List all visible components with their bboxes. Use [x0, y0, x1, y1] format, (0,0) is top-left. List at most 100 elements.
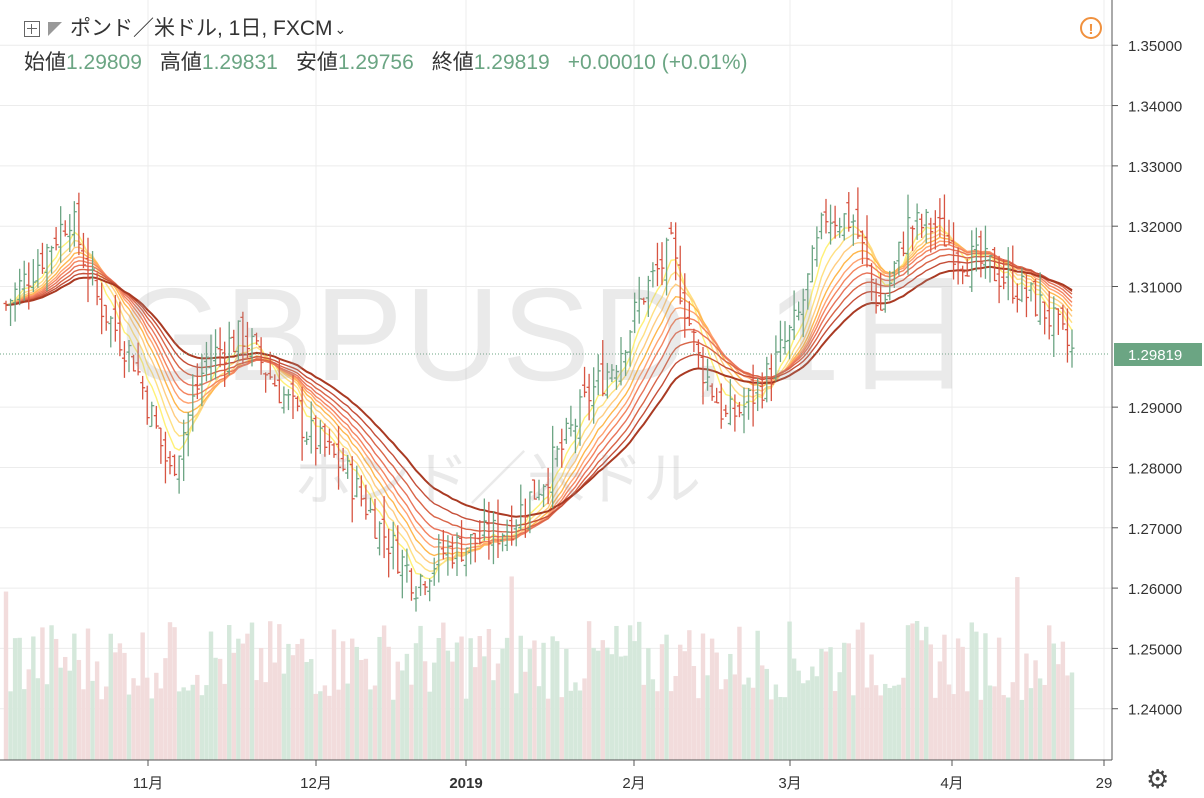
price-bar: [190, 374, 196, 432]
price-bar: [568, 405, 574, 437]
price-tick-label: 1.26000: [1128, 581, 1182, 598]
price-bar: [244, 321, 250, 359]
price-bar: [586, 373, 592, 421]
volume-bar: [404, 653, 410, 760]
price-bar: [203, 341, 209, 382]
price-bar: [932, 210, 938, 250]
volume-bar: [304, 662, 309, 760]
price-bar: [664, 237, 670, 296]
price-bar: [1060, 304, 1066, 330]
price-bar: [545, 467, 551, 505]
volume-bar: [40, 627, 45, 760]
price-tick-label: 1.33000: [1128, 159, 1182, 176]
volume-bars: [3, 576, 1075, 760]
volume-bar: [477, 636, 482, 760]
price-bar: [486, 501, 492, 560]
volume-bar: [186, 690, 191, 760]
price-bar: [973, 227, 979, 272]
volume-bar: [901, 677, 906, 760]
price-bar: [158, 427, 164, 464]
volume-bar: [545, 698, 551, 760]
price-bar: [267, 351, 273, 380]
volume-bar: [1006, 697, 1011, 760]
volume-bar: [586, 621, 592, 760]
price-bar: [887, 270, 893, 301]
volume-bar: [3, 591, 9, 760]
volume-bar: [732, 674, 738, 760]
price-bar: [172, 454, 178, 477]
volume-bar: [290, 655, 296, 760]
price-bar: [140, 375, 146, 400]
volume-bar: [418, 625, 423, 760]
price-bar: [741, 387, 747, 434]
ema-line: [5, 265, 1073, 518]
volume-bar: [878, 695, 883, 760]
price-bar: [1069, 329, 1075, 368]
volume-bar: [568, 690, 574, 760]
price-bar: [718, 383, 724, 429]
volume-bar: [787, 621, 792, 760]
volume-bar: [650, 679, 656, 760]
volume-bar: [764, 668, 769, 760]
price-bar: [399, 549, 405, 599]
volume-bar: [309, 659, 314, 760]
price-bar: [427, 578, 433, 602]
volume-bar: [72, 633, 77, 760]
volume-bar: [1042, 684, 1047, 760]
price-axis: 1.35000 1.34000 1.33000 1.32000 1.31000 1.290…: [1112, 38, 1182, 719]
volume-bar: [85, 628, 91, 760]
volume-bar: [236, 638, 241, 760]
time-tick-label: 12月: [300, 775, 332, 792]
price-bar: [768, 353, 774, 402]
volume-bar: [682, 651, 687, 760]
price-bar: [777, 320, 783, 363]
volume-bar: [969, 622, 974, 760]
volume-bar: [436, 638, 441, 760]
price-bar: [732, 394, 738, 432]
description-watermark: ポンド／米ドル: [295, 447, 702, 512]
price-bar: [764, 356, 770, 403]
volume-bar: [176, 691, 182, 760]
volume-bar: [664, 634, 669, 760]
volume-bar: [145, 677, 150, 760]
volume-bar: [377, 636, 382, 760]
price-tick-label: 1.27000: [1128, 521, 1182, 538]
warning-icon[interactable]: !: [1080, 17, 1102, 39]
price-bar: [8, 298, 14, 327]
volume-bar: [432, 662, 437, 760]
gear-icon[interactable]: ⚙: [1146, 764, 1170, 794]
price-tick-label: 1.28000: [1128, 460, 1182, 477]
symbol-flag-icon: [48, 22, 62, 37]
volume-bar: [249, 622, 255, 760]
chevron-down-icon[interactable]: ⌄: [334, 20, 347, 37]
volume-bar: [914, 620, 920, 760]
symbol-label[interactable]: ポンド／米ドル, 1日, FXCM: [70, 17, 333, 40]
volume-bar: [709, 638, 715, 760]
price-bar: [12, 282, 18, 322]
price-bar: [386, 528, 392, 578]
volume-bar: [213, 657, 218, 760]
price-bar: [431, 557, 437, 586]
volume-bar: [81, 689, 86, 760]
volume-bar: [12, 638, 18, 760]
volume-bar: [400, 670, 405, 760]
price-bar: [413, 586, 419, 612]
price-bar: [226, 321, 232, 376]
price-bar: [654, 242, 660, 287]
volume-bar: [992, 686, 997, 760]
volume-bar: [627, 625, 633, 760]
price-bar: [818, 212, 824, 240]
price-bar: [472, 532, 478, 563]
price-bar: [408, 568, 414, 601]
symbol-header[interactable]: ポンド／米ドル, 1日, FXCM ⌄: [24, 12, 346, 42]
volume-bar: [555, 641, 560, 760]
time-tick-label: 4月: [940, 775, 963, 792]
price-tick-label: 1.24000: [1128, 702, 1182, 719]
volume-bar: [340, 641, 346, 760]
compare-plus-icon[interactable]: [24, 21, 40, 38]
price-bar: [49, 245, 55, 274]
volume-bar: [946, 684, 952, 760]
volume-bar: [149, 698, 154, 760]
price-bar: [1005, 247, 1011, 301]
